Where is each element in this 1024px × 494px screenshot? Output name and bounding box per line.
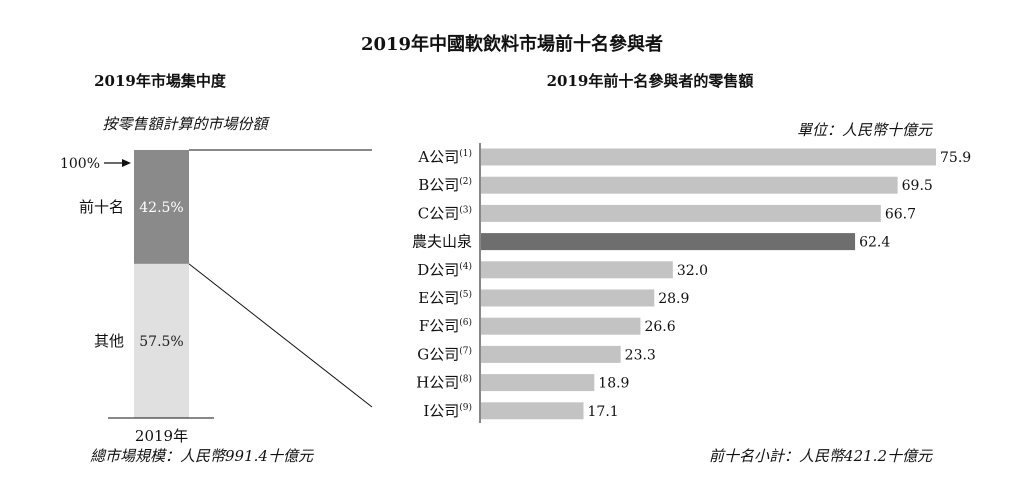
share-caption: 按零售額計算的市場份額 <box>102 115 268 133</box>
bar-value-label: 75.9 <box>940 150 971 166</box>
left-subtitle: 2019年市場集中度 <box>94 72 226 90</box>
top-ten-subtotal-footer: 前十名小計：人民幣421.2十億元 <box>709 447 932 465</box>
page-title: 2019年中國軟飲料市場前十名參與者 <box>360 34 664 55</box>
category-label: I公司(9) <box>423 402 472 420</box>
others-share-label: 57.5% <box>139 334 183 350</box>
bar-value-label: 18.9 <box>598 376 629 392</box>
category-label: G公司(7) <box>417 345 472 363</box>
bar <box>481 374 595 392</box>
bar-value-label: 28.9 <box>658 291 689 307</box>
connector-bottom-line <box>188 263 373 408</box>
hundred-percent-arrowhead <box>122 159 131 167</box>
bar-value-label: 26.6 <box>644 319 675 335</box>
category-label: H公司(8) <box>416 374 472 392</box>
bar <box>481 176 898 194</box>
category-label: 農夫山泉 <box>412 233 472 251</box>
bar <box>481 345 621 363</box>
category-label: C公司(3) <box>418 204 472 222</box>
retail-sales-chart: 75.9 A公司(1) 69.5 B公司(2) 66.7 C公司(3) 62.4 農夫山泉 32… <box>412 143 971 423</box>
bar <box>481 317 641 335</box>
bar-value-label: 62.4 <box>859 235 890 251</box>
others-segment <box>134 263 189 418</box>
bar <box>481 289 655 307</box>
bar <box>481 402 584 420</box>
top-ten-segment <box>134 150 189 264</box>
category-label: E公司(5) <box>418 289 472 307</box>
bar-value-label: 23.3 <box>625 347 656 363</box>
x-axis-category-label: 2019年 <box>135 427 188 445</box>
top-ten-share-label: 42.5% <box>139 200 183 216</box>
bar-value-label: 32.0 <box>677 263 708 279</box>
bar <box>481 233 856 251</box>
hundred-percent-label: 100% <box>60 156 100 172</box>
bar-value-label: 17.1 <box>588 404 619 420</box>
category-label: D公司(4) <box>417 261 472 279</box>
category-label: A公司(1) <box>417 148 472 166</box>
category-label: F公司(6) <box>419 317 472 335</box>
bar <box>481 148 936 166</box>
bar <box>481 204 881 222</box>
bar <box>481 261 673 279</box>
total-market-footer: 總市場規模：人民幣991.4十億元 <box>90 447 313 465</box>
category-label: B公司(2) <box>418 176 472 194</box>
bar-value-label: 69.5 <box>902 178 933 194</box>
right-subtitle: 2019年前十名參與者的零售額 <box>546 72 754 90</box>
unit-label: 單位：人民幣十億元 <box>796 121 932 139</box>
bar-value-label: 66.7 <box>885 206 916 222</box>
top-ten-series-name: 前十名 <box>79 198 124 216</box>
others-series-name: 其他 <box>94 332 124 350</box>
